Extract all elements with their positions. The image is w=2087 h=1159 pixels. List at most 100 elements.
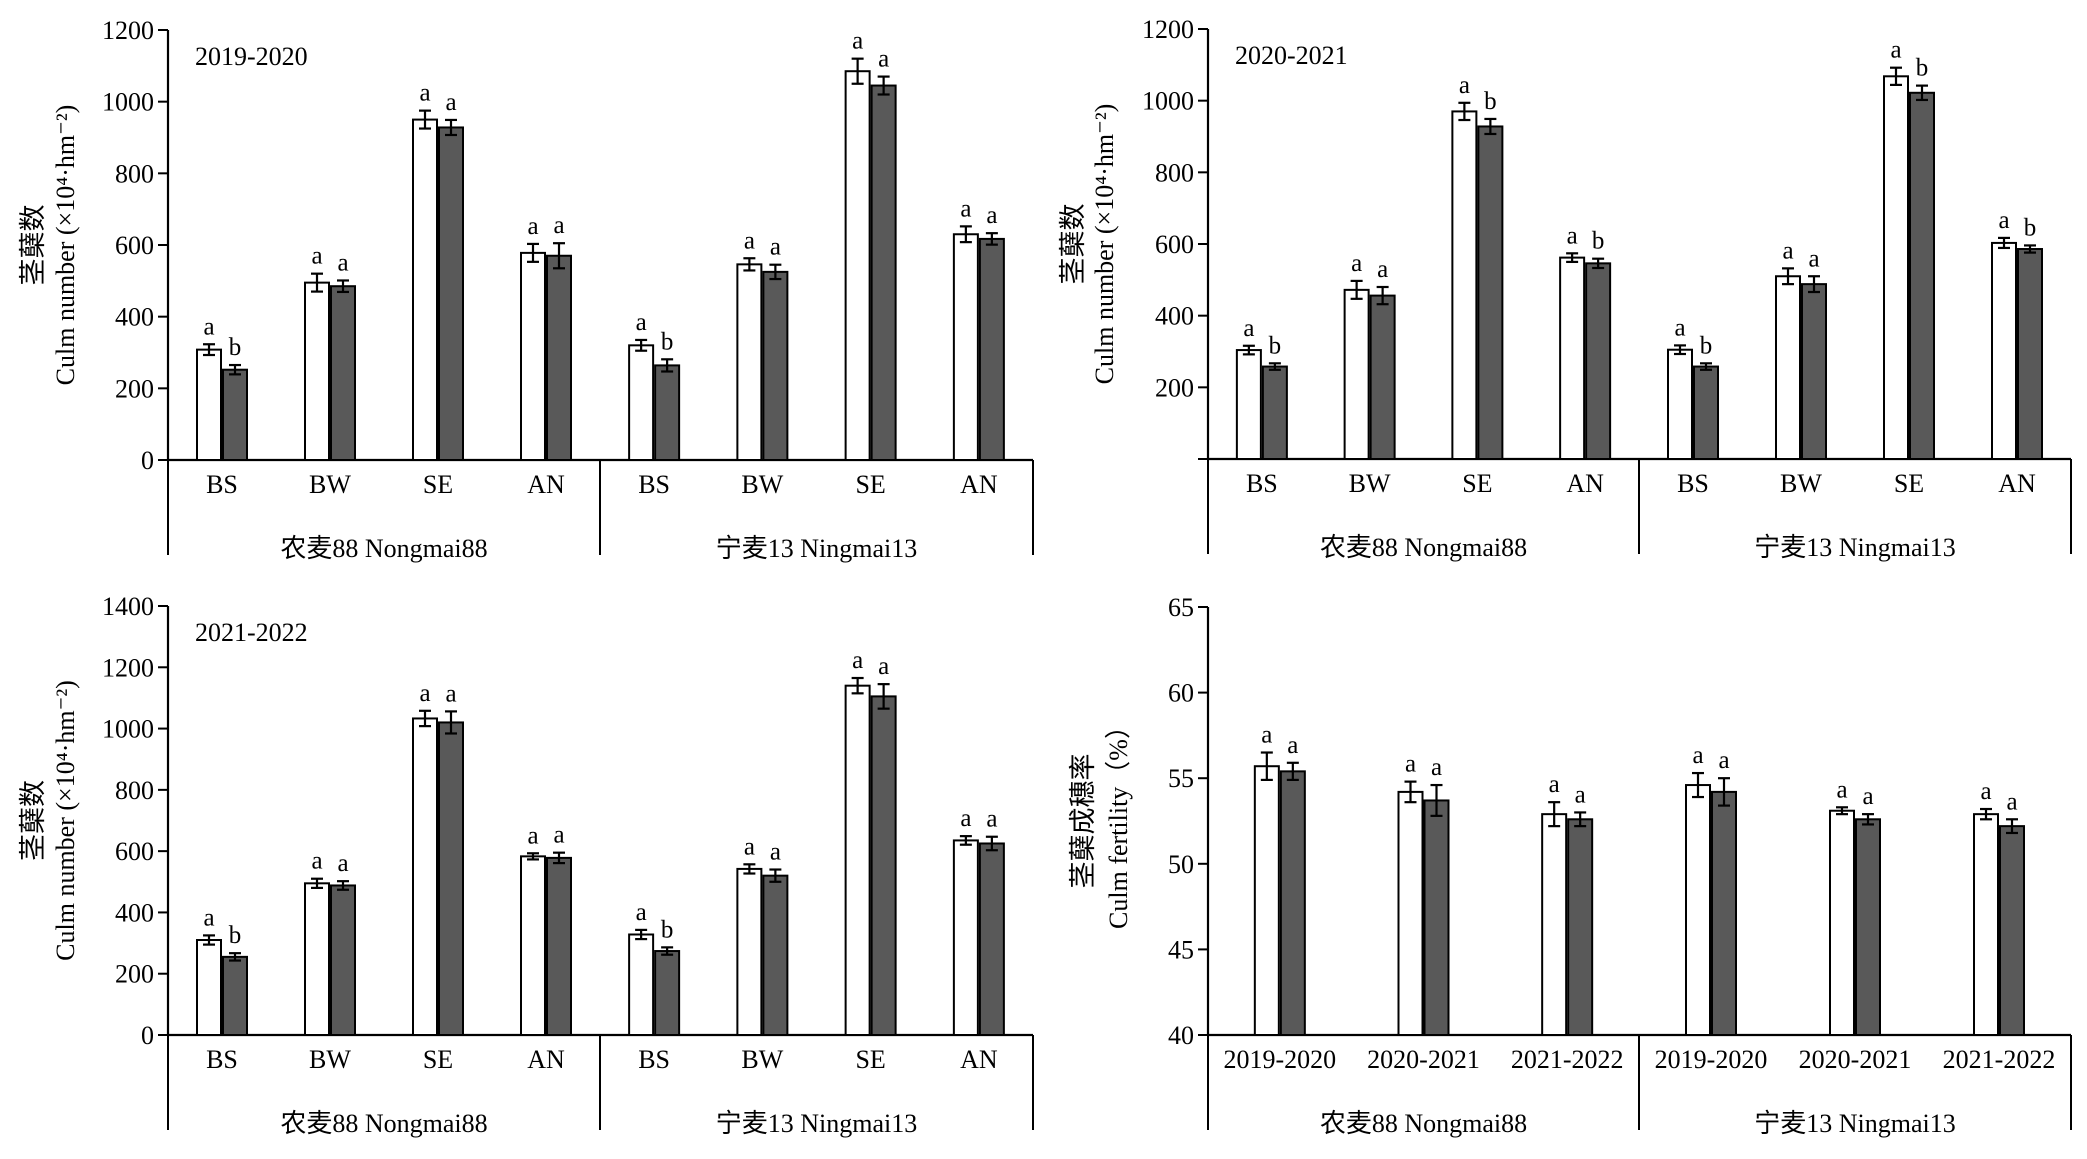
x-tick-label: BS	[1246, 469, 1278, 498]
significance-letter: a	[1575, 781, 1586, 808]
significance-letter: a	[1261, 722, 1272, 749]
y-tick-label: 1200	[102, 16, 154, 45]
y-tick-label: 600	[1155, 230, 1194, 259]
bar-treatment-1	[1973, 813, 1999, 1036]
significance-letter: b	[1700, 332, 1713, 359]
bar-treatment-1	[952, 233, 979, 461]
x-tick-label: AN	[1566, 469, 1604, 498]
x-tick-label: AN	[527, 470, 565, 499]
significance-letter: a	[852, 28, 863, 55]
x-tick-label: BS	[206, 1045, 238, 1074]
significance-letter: a	[1808, 245, 1819, 272]
bar-treatment-1	[304, 281, 330, 461]
y-tick-label: 60	[1168, 679, 1194, 708]
significance-letter: b	[1592, 228, 1605, 255]
bar-treatment-2	[1567, 818, 1594, 1037]
x-tick-label: BW	[309, 470, 351, 499]
y-tick-label: 1000	[1142, 87, 1194, 116]
y-tick-label: 50	[1168, 850, 1194, 879]
group-label: 农麦88 Nongmai88	[1320, 533, 1527, 562]
significance-letter: a	[419, 680, 430, 707]
x-tick-label: BW	[1349, 469, 1391, 498]
group-label: 宁麦13 Ningmai13	[1754, 533, 1956, 562]
x-tick-label: BS	[638, 470, 670, 499]
significance-letter: a	[445, 89, 456, 116]
bar-treatment-2	[870, 695, 897, 1036]
significance-letter: a	[311, 243, 322, 270]
bar-treatment-2	[1909, 91, 1935, 461]
y-tick-label: 45	[1168, 935, 1194, 964]
y-tick-label: 200	[1155, 373, 1194, 402]
significance-letter: a	[553, 212, 564, 239]
bar-treatment-1	[1235, 349, 1262, 461]
significance-letter: a	[1405, 751, 1416, 778]
significance-letter: a	[337, 850, 348, 877]
y-tick-label: 800	[115, 159, 154, 188]
bar-treatment-1	[1775, 275, 1801, 460]
bar-treatment-2	[1693, 365, 1719, 460]
significance-letter: a	[553, 822, 564, 849]
bar-treatment-1	[736, 867, 763, 1036]
bar-treatment-2	[438, 126, 464, 461]
bar-treatment-1	[1253, 765, 1280, 1036]
bar-treatment-2	[654, 364, 681, 461]
x-tick-label: BW	[1780, 469, 1822, 498]
y-tick-label: 200	[115, 374, 154, 403]
significance-letter: a	[1998, 207, 2009, 234]
significance-letter: a	[527, 213, 538, 240]
bar-treatment-1	[1559, 256, 1586, 460]
bar-treatment-2	[1369, 294, 1396, 460]
significance-letter: b	[661, 916, 674, 943]
significance-letter: a	[1377, 256, 1388, 283]
y-tick-label: 1400	[102, 592, 154, 621]
y-axis-label-cn: 茎蘖数	[18, 205, 48, 286]
bar-treatment-2	[1423, 799, 1450, 1036]
chart-panel-p2: 2020-2021 200 400 600 800 1000 1200 茎蘖数 Culm num…	[1058, 15, 2072, 562]
y-tick-label: 200	[115, 960, 154, 989]
significance-letter: a	[2006, 788, 2017, 815]
panel-title: 2021-2022	[195, 618, 308, 647]
significance-letter: a	[419, 80, 430, 107]
significance-letter: a	[1287, 732, 1298, 759]
chart-panel-p3: 2021-2022 0 200 400 600 800 1000 1200 1400 茎蘖数 Cul…	[18, 592, 1034, 1138]
significance-letter: a	[960, 805, 971, 832]
group-label: 宁麦13 Ningmai13	[716, 534, 918, 563]
x-tick-label: AN	[960, 470, 998, 499]
bar-treatment-1	[304, 882, 330, 1037]
bar-treatment-1	[1829, 809, 1855, 1037]
significance-letter: a	[636, 899, 647, 926]
y-tick-label: 800	[1155, 158, 1194, 187]
x-tick-label: SE	[423, 470, 453, 499]
bar-treatment-1	[412, 118, 438, 461]
bar-treatment-1	[1451, 110, 1478, 461]
bar-treatment-1	[520, 855, 546, 1037]
group-label: 农麦88 Nongmai88	[280, 1109, 487, 1138]
y-tick-label: 1000	[102, 715, 154, 744]
bar-treatment-2	[330, 884, 356, 1036]
x-tick-label: SE	[423, 1045, 453, 1074]
significance-letter: b	[229, 334, 242, 361]
significance-letter: a	[1459, 72, 1470, 99]
significance-letter: a	[744, 227, 755, 254]
significance-letter: a	[203, 313, 214, 340]
bar-treatment-2	[330, 285, 356, 462]
significance-letter: a	[1567, 222, 1578, 249]
bar-treatment-1	[952, 839, 979, 1036]
bar-treatment-1	[628, 933, 655, 1037]
significance-letter: a	[1549, 771, 1560, 798]
significance-letter: a	[1674, 314, 1685, 341]
significance-letter: a	[878, 653, 889, 680]
x-tick-label: 2020-2021	[1799, 1045, 1912, 1074]
bar-treatment-1	[1667, 348, 1693, 461]
bar-treatment-2	[1585, 262, 1612, 460]
y-tick-label: 65	[1168, 593, 1194, 622]
y-axis-label-cn: 茎蘖成穗率	[1068, 754, 1098, 889]
bar-treatment-2	[978, 237, 1005, 461]
chart-panel-p4: 40 45 50 55 60 65 茎蘖成穗率 Culm fertility（%） 农麦88 N…	[1068, 593, 2072, 1138]
significance-letter: b	[661, 328, 674, 355]
x-tick-label: AN	[527, 1045, 565, 1074]
bar-treatment-2	[978, 842, 1005, 1036]
x-tick-label: SE	[1894, 469, 1924, 498]
significance-letter: a	[1431, 754, 1442, 781]
